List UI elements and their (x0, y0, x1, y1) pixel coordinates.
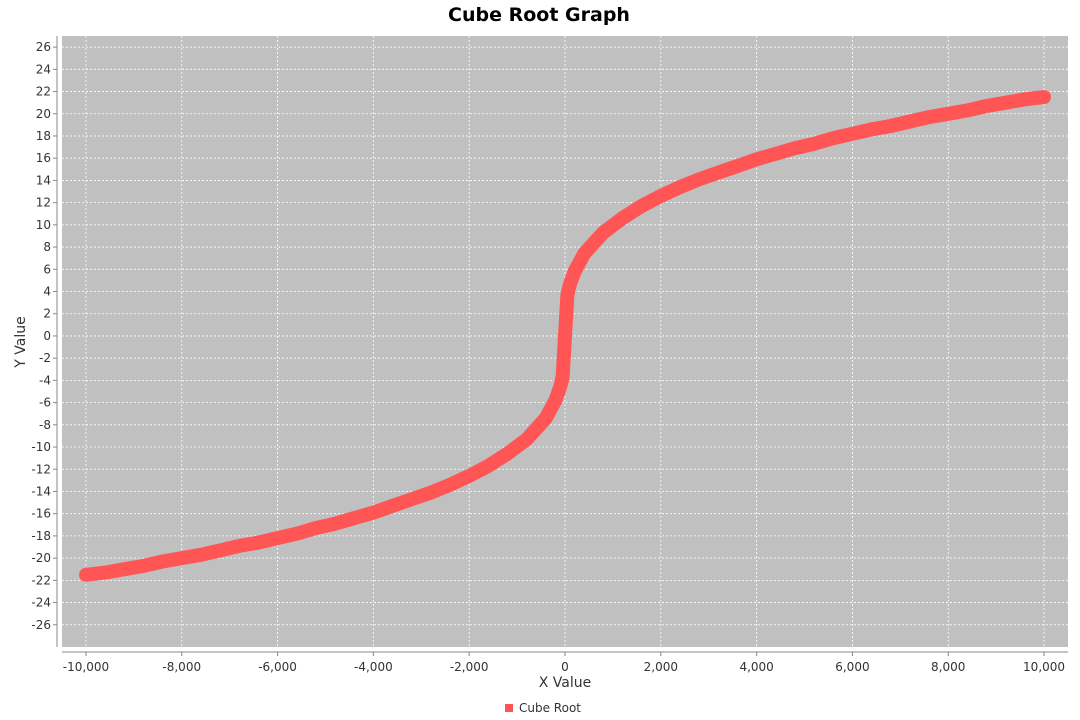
chart-title: Cube Root Graph (448, 4, 630, 26)
y-tick-label: -22 (31, 573, 51, 587)
y-tick-label: 26 (36, 40, 51, 54)
x-tick-label: -10,000 (63, 660, 109, 674)
y-axis: -26-24-22-20-18-16-14-12-10-8-6-4-202468… (31, 36, 58, 647)
y-tick-label: -16 (31, 507, 51, 521)
legend-label-cube-root: Cube Root (519, 701, 581, 715)
y-tick-label: -24 (31, 596, 51, 610)
y-tick-label: 6 (43, 262, 51, 276)
y-tick-label: 4 (43, 285, 51, 299)
y-tick-label: 8 (43, 240, 51, 254)
x-axis: -10,000 -8,000 -6,000 -4,000 -2,000 0 2,000 4,0… (62, 651, 1068, 674)
x-tick-label: 8,000 (931, 660, 965, 674)
x-tick-label: 10,000 (1023, 660, 1065, 674)
y-tick-label: -4 (39, 373, 51, 387)
x-tick-label: -2,000 (450, 660, 489, 674)
y-tick-label: -8 (39, 418, 51, 432)
y-tick-label: 20 (36, 107, 51, 121)
y-tick-label: 10 (36, 218, 51, 232)
x-axis-title: X Value (539, 675, 592, 691)
y-tick-label: 14 (36, 173, 51, 187)
y-tick-label: -10 (31, 440, 51, 454)
y-tick-label: -14 (31, 484, 51, 498)
y-tick-label: -18 (31, 529, 51, 543)
x-tick-label: 0 (561, 660, 569, 674)
y-tick-label: 24 (36, 62, 51, 76)
series-layer (79, 90, 1051, 582)
y-tick-label: 2 (43, 307, 51, 321)
y-tick-label: -20 (31, 551, 51, 565)
legend: Cube Root (505, 701, 581, 715)
x-tick-label: -8,000 (162, 660, 201, 674)
x-tick-label: -4,000 (354, 660, 393, 674)
y-tick-label: 22 (36, 85, 51, 99)
y-tick-label: 18 (36, 129, 51, 143)
y-tick-label: 16 (36, 151, 51, 165)
y-tick-label: -26 (31, 618, 51, 632)
y-axis-title: Y Value (13, 316, 29, 368)
x-tick-label: 6,000 (835, 660, 869, 674)
x-tick-label: 4,000 (739, 660, 773, 674)
legend-swatch-cube-root (505, 704, 513, 712)
series-line-cube-root (79, 90, 1051, 582)
y-tick-label: -2 (39, 351, 51, 365)
y-tick-label: -12 (31, 462, 51, 476)
x-tick-label: 2,000 (644, 660, 678, 674)
y-tick-label: 0 (43, 329, 51, 343)
x-tick-label: -6,000 (258, 660, 297, 674)
y-tick-label: 12 (36, 196, 51, 210)
y-tick-label: -6 (39, 396, 51, 410)
